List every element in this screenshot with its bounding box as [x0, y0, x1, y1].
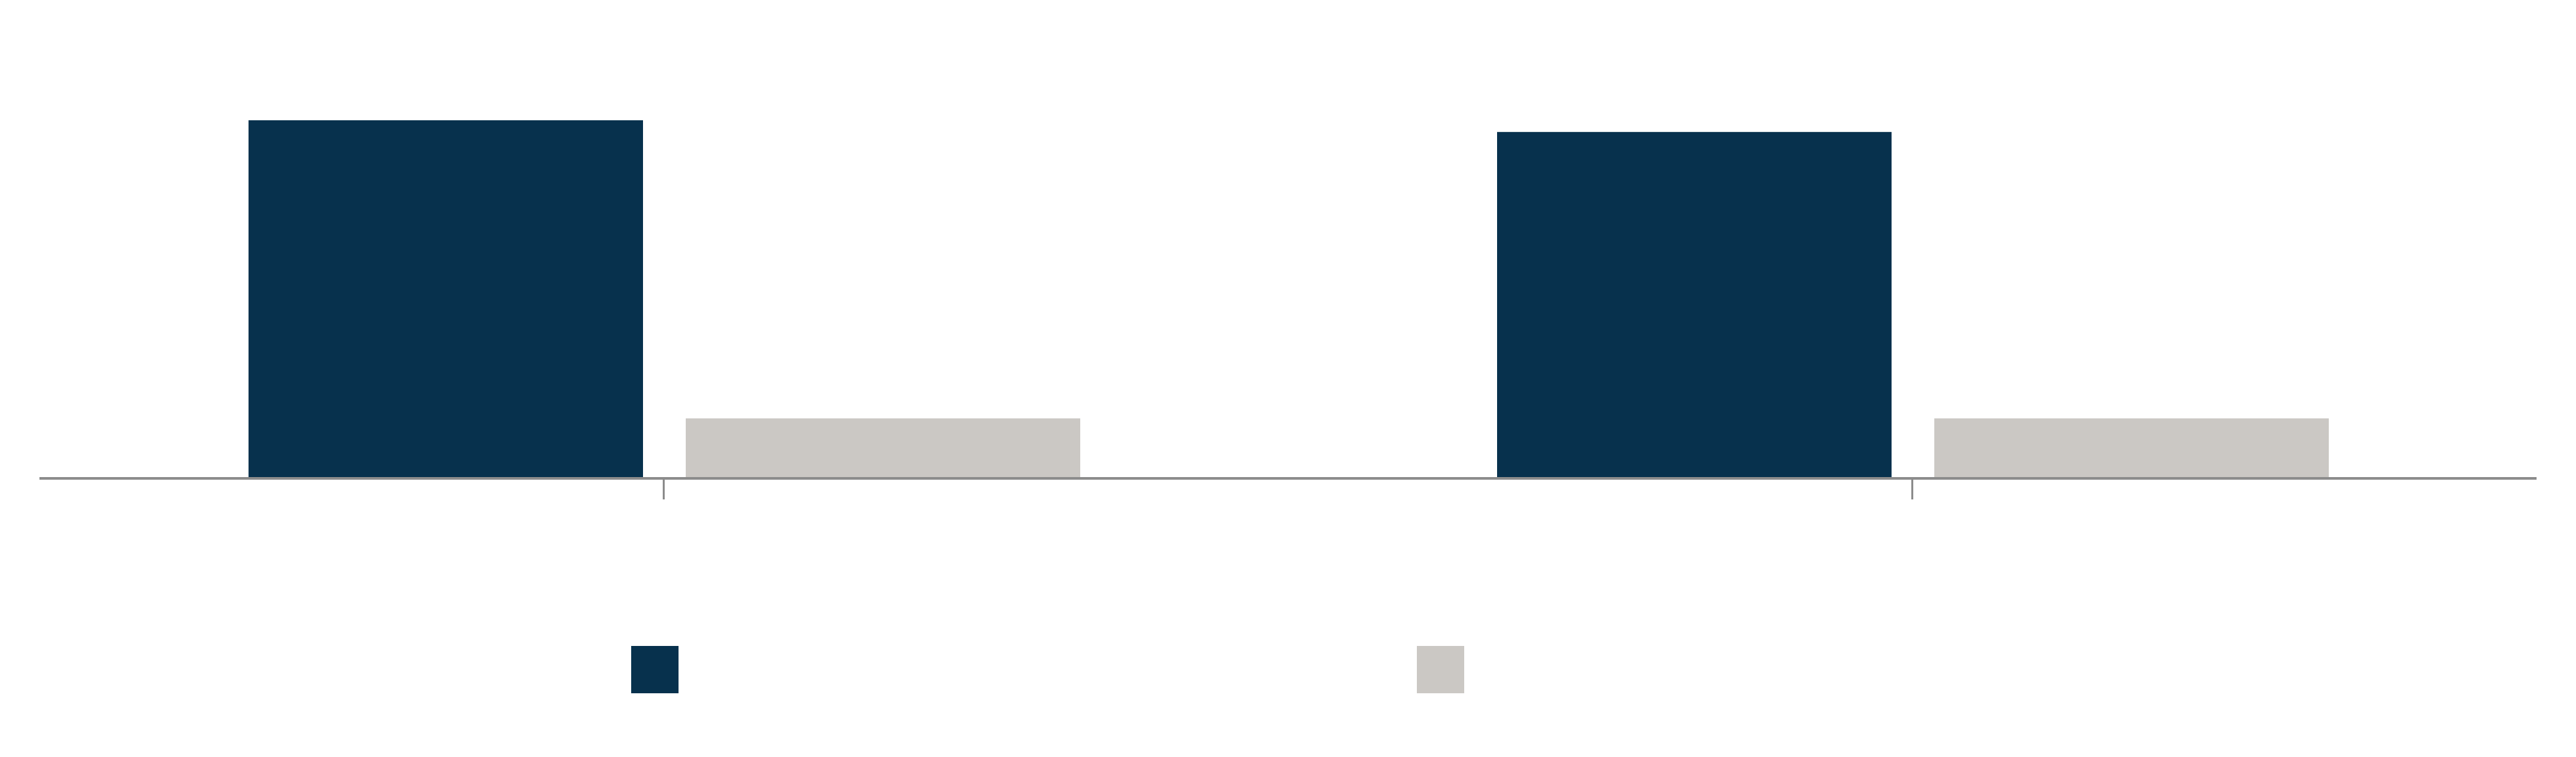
x-axis-ticks: [663, 478, 1913, 499]
bar-series-1-category-2: [1497, 131, 1892, 478]
bar-series-1-category-1: [249, 120, 643, 479]
legend-swatch-series-2: [1417, 646, 1464, 693]
legend-swatch-series-1: [631, 646, 679, 693]
legend: [631, 646, 1464, 693]
bar-series-2-category-1: [686, 418, 1080, 478]
bars-layer: [249, 120, 2329, 479]
bar-series-2-category-2: [1934, 418, 2329, 478]
